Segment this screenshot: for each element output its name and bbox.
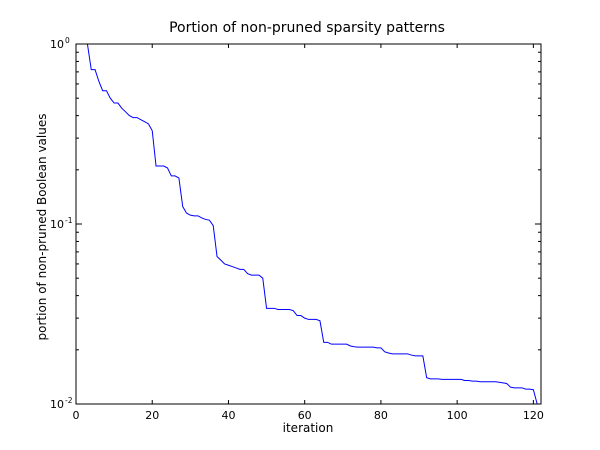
- y-axis-label: portion of non-pruned Boolean values: [35, 114, 49, 341]
- y-tick-exponent: 0: [65, 36, 70, 45]
- x-tick-label: 60: [298, 409, 312, 422]
- x-axis-label: iteration: [283, 421, 334, 435]
- x-tick-label: 0: [73, 409, 80, 422]
- y-tick-exponent: -2: [65, 396, 73, 405]
- y-tick-label: 10: [50, 398, 64, 411]
- x-tick-label: 40: [221, 409, 235, 422]
- y-tick-base: 10: [50, 398, 64, 411]
- y-tick-base: 10: [50, 38, 64, 51]
- y-tick-exponent: -1: [65, 216, 73, 225]
- x-tick-label: 80: [374, 409, 388, 422]
- x-tick-label: 100: [447, 409, 468, 422]
- y-tick-label: 10: [50, 218, 64, 231]
- x-tick-label: 120: [523, 409, 544, 422]
- series-line: [76, 43, 541, 405]
- chart-title: Portion of non-pruned sparsity patterns: [169, 20, 445, 36]
- x-tick-label: 20: [145, 409, 159, 422]
- y-tick-label: 10: [50, 38, 64, 51]
- y-tick-base: 10: [50, 218, 64, 231]
